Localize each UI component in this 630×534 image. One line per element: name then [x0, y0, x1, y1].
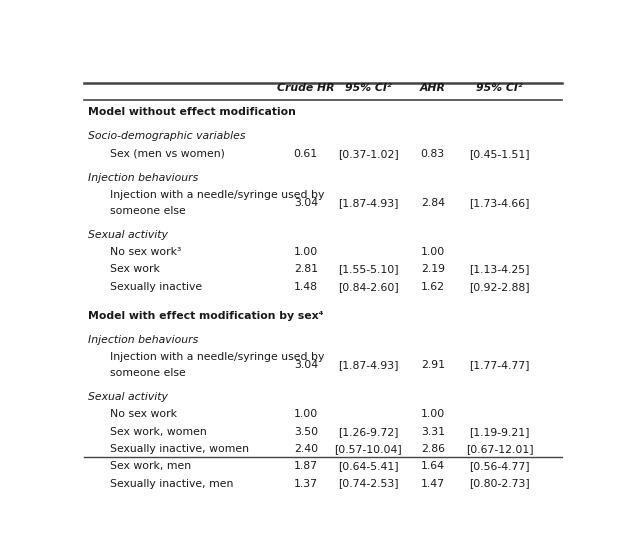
Text: [1.87-4.93]: [1.87-4.93]	[338, 198, 399, 208]
Text: 1.00: 1.00	[294, 247, 318, 257]
Text: 1.64: 1.64	[421, 461, 445, 472]
Text: Sex work, men: Sex work, men	[110, 461, 192, 472]
Text: [0.84-2.60]: [0.84-2.60]	[338, 281, 399, 292]
Text: [0.64-5.41]: [0.64-5.41]	[338, 461, 399, 472]
Text: [0.74-2.53]: [0.74-2.53]	[338, 478, 399, 489]
Text: 3.04: 3.04	[294, 198, 318, 208]
Text: 1.37: 1.37	[294, 478, 318, 489]
Text: Sexually inactive, men: Sexually inactive, men	[110, 478, 234, 489]
Text: [1.55-5.10]: [1.55-5.10]	[338, 264, 399, 274]
Text: Sex work: Sex work	[110, 264, 161, 274]
Text: 1.00: 1.00	[421, 247, 445, 257]
Text: [1.13-4.25]: [1.13-4.25]	[469, 264, 530, 274]
Text: Sex (men vs women): Sex (men vs women)	[110, 148, 226, 159]
Text: 3.04: 3.04	[294, 360, 318, 370]
Text: 2.81: 2.81	[294, 264, 318, 274]
Text: [0.45-1.51]: [0.45-1.51]	[469, 148, 530, 159]
Text: 1.62: 1.62	[421, 281, 445, 292]
Text: Injection behaviours: Injection behaviours	[88, 173, 198, 183]
Text: 0.83: 0.83	[421, 148, 445, 159]
Text: 2.84: 2.84	[421, 198, 445, 208]
Text: 0.61: 0.61	[294, 148, 318, 159]
Text: [0.57-10.04]: [0.57-10.04]	[335, 444, 402, 454]
Text: Model with effect modification by sex⁴: Model with effect modification by sex⁴	[88, 311, 323, 321]
Text: No sex work³: No sex work³	[110, 247, 181, 257]
Text: 95% CI²: 95% CI²	[476, 83, 523, 92]
Text: Sexually inactive: Sexually inactive	[110, 281, 203, 292]
Text: [1.19-9.21]: [1.19-9.21]	[469, 427, 530, 437]
Text: Sexual activity: Sexual activity	[88, 392, 168, 402]
Text: 2.86: 2.86	[421, 444, 445, 454]
Text: 95% CI²: 95% CI²	[345, 83, 392, 92]
Text: [1.77-4.77]: [1.77-4.77]	[469, 360, 530, 370]
Text: 3.31: 3.31	[421, 427, 445, 437]
Text: Injection with a needle/syringe used by: Injection with a needle/syringe used by	[110, 190, 325, 200]
Text: [1.87-4.93]: [1.87-4.93]	[338, 360, 399, 370]
Text: [0.92-2.88]: [0.92-2.88]	[469, 281, 530, 292]
Text: Crude HR: Crude HR	[277, 83, 335, 92]
Text: 3.50: 3.50	[294, 427, 318, 437]
Text: 1.00: 1.00	[421, 410, 445, 420]
Text: Sexually inactive, women: Sexually inactive, women	[110, 444, 249, 454]
Text: 2.91: 2.91	[421, 360, 445, 370]
Text: 1.47: 1.47	[421, 478, 445, 489]
Text: Socio-demographic variables: Socio-demographic variables	[88, 131, 245, 142]
Text: [0.80-2.73]: [0.80-2.73]	[469, 478, 530, 489]
Text: 1.48: 1.48	[294, 281, 318, 292]
Text: [0.67-12.01]: [0.67-12.01]	[466, 444, 534, 454]
Text: Sex work, women: Sex work, women	[110, 427, 207, 437]
Text: someone else: someone else	[110, 206, 186, 216]
Text: Model without effect modification: Model without effect modification	[88, 107, 295, 117]
Text: No sex work: No sex work	[110, 410, 178, 420]
Text: 2.19: 2.19	[421, 264, 445, 274]
Text: 2.40: 2.40	[294, 444, 318, 454]
Text: [1.26-9.72]: [1.26-9.72]	[338, 427, 399, 437]
Text: Injection behaviours: Injection behaviours	[88, 335, 198, 345]
Text: [1.73-4.66]: [1.73-4.66]	[469, 198, 530, 208]
Text: someone else: someone else	[110, 368, 186, 378]
Text: 1.00: 1.00	[294, 410, 318, 420]
Text: AHR: AHR	[420, 83, 445, 92]
Text: Sexual activity: Sexual activity	[88, 230, 168, 240]
Text: [0.56-4.77]: [0.56-4.77]	[469, 461, 530, 472]
Text: [0.37-1.02]: [0.37-1.02]	[338, 148, 399, 159]
Text: 1.87: 1.87	[294, 461, 318, 472]
Text: Injection with a needle/syringe used by: Injection with a needle/syringe used by	[110, 352, 325, 363]
